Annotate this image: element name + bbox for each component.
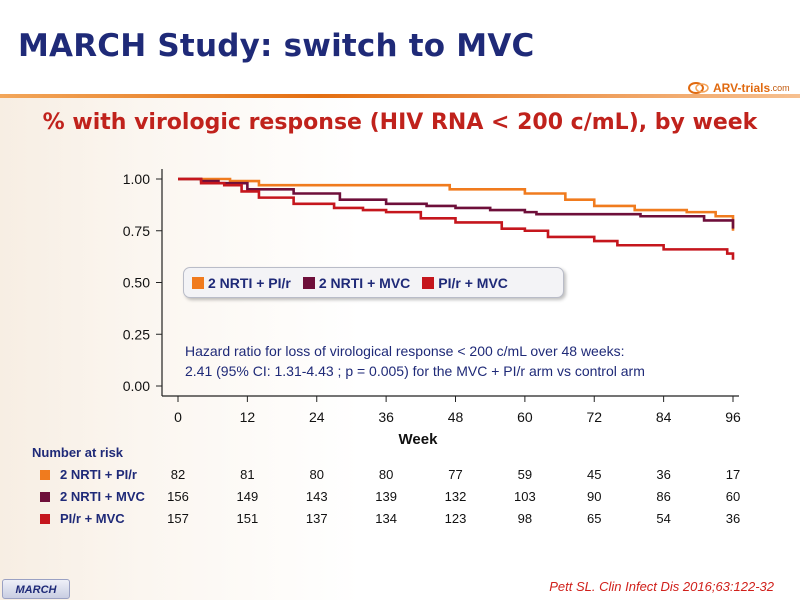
series-line-pir: [178, 177, 735, 231]
x-tick-label: 72: [586, 409, 602, 425]
hazard-ratio-line-2: 2.41 (95% CI: 1.31-4.43 ; p = 0.005) for…: [185, 363, 645, 379]
legend-item-pir-mvc: PI/r + MVC: [422, 275, 508, 291]
logo-brand: ARV-trials: [713, 81, 771, 95]
risk-count: 98: [517, 511, 533, 526]
y-tick-label: 1.00: [123, 171, 150, 187]
y-tick-label: 0.25: [123, 326, 150, 342]
risk-count: 60: [725, 489, 741, 504]
x-tick-label: 96: [725, 409, 741, 425]
risk-count: 59: [517, 467, 533, 482]
legend-label-pir-mvc: PI/r + MVC: [438, 274, 508, 291]
chart-series: [178, 177, 735, 260]
risk-count: 82: [170, 467, 186, 482]
risk-count: 17: [725, 467, 741, 482]
citation: Pett SL. Clin Infect Dis 2016;63:122-32: [549, 579, 774, 594]
x-tick-label: 24: [309, 409, 325, 425]
risk-count: 90: [587, 489, 602, 504]
slide-title: MARCH Study: switch to MVC: [18, 28, 535, 64]
risk-row-label: PI/r + MVC: [60, 511, 125, 526]
risk-row-swatch: [40, 470, 50, 480]
risk-count: 36: [656, 467, 671, 482]
risk-row-pir-mvc: PI/r + MVC 157 151 137 134 123 98 65 54 36: [40, 511, 800, 529]
legend-label-pir: 2 NRTI + PI/r: [208, 274, 291, 291]
x-tick-label: 48: [448, 409, 464, 425]
risk-count: 156: [167, 489, 189, 504]
march-tab: MARCH: [2, 579, 70, 599]
risk-count: 123: [444, 511, 467, 526]
x-tick-label: 12: [240, 409, 256, 425]
hazard-ratio-note: Hazard ratio for loss of virological res…: [185, 341, 645, 381]
legend-item-mvc: 2 NRTI + MVC: [302, 274, 411, 291]
hazard-ratio-line-1: Hazard ratio for loss of virological res…: [185, 343, 625, 359]
risk-count: 137: [305, 511, 328, 526]
survival-chart: 1.00 0.75 0.50 0.25 0.00 0 12 24 36 48 60 72 84 96 We…: [123, 169, 741, 448]
legend: 2 NRTI + PI/r 2 NRTI + MVC PI/r + MVC: [183, 267, 564, 298]
x-tick-label: 0: [174, 409, 182, 425]
risk-count: 36: [725, 511, 741, 526]
risk-row-label: 2 NRTI + PI/r: [60, 467, 137, 482]
risk-count: 151: [236, 511, 259, 526]
risk-count: 45: [587, 467, 602, 482]
risk-count: 80: [309, 467, 324, 482]
risk-count: 132: [444, 489, 467, 504]
risk-table-title: Number at risk: [32, 445, 124, 460]
risk-row-mvc: 2 NRTI + MVC 156 149 143 139 132 103 90 86 60: [40, 489, 800, 507]
risk-count: 139: [375, 489, 397, 504]
legend-swatch-pir-mvc: [422, 276, 435, 289]
x-tick-label: 36: [378, 409, 394, 425]
x-axis-label: Week: [399, 431, 439, 448]
risk-count: 54: [656, 511, 671, 526]
slide-background: [0, 95, 800, 600]
title-divider: [0, 94, 800, 98]
chart-title: % with virologic response (HIV RNA < 200…: [42, 110, 758, 135]
risk-count: 65: [587, 511, 602, 526]
chart-axes: 1.00 0.75 0.50 0.25 0.00 0 12 24 36 48 60 72 84 96: [123, 169, 741, 425]
legend-item-pir: 2 NRTI + PI/r: [192, 275, 291, 291]
risk-count: 80: [378, 467, 394, 482]
series-line-pir-mvc: [178, 177, 735, 260]
risk-row-label: 2 NRTI + MVC: [60, 489, 145, 504]
legend-label-mvc: 2 NRTI + MVC: [318, 274, 411, 291]
arv-trials-logo: ARV-trials .com: [688, 78, 790, 98]
y-tick-label: 0.00: [123, 378, 150, 394]
risk-row-swatch: [40, 514, 50, 524]
legend-swatch-mvc: [302, 276, 315, 289]
logo-swirl-icon: [688, 82, 709, 94]
risk-row-swatch: [40, 492, 50, 502]
risk-count: 157: [167, 511, 189, 526]
y-tick-label: 0.75: [123, 223, 150, 239]
x-tick-label: 84: [656, 409, 672, 425]
risk-count: 81: [240, 467, 255, 482]
risk-count: 143: [305, 489, 328, 504]
risk-count: 134: [375, 511, 397, 526]
risk-count: 149: [236, 489, 259, 504]
series-line-mvc: [178, 177, 735, 229]
y-tick-label: 0.50: [123, 275, 150, 291]
risk-count: 103: [514, 489, 536, 504]
risk-count: 77: [448, 467, 463, 482]
logo-domain: .com: [770, 83, 790, 93]
x-tick-label: 60: [517, 409, 533, 425]
legend-swatch-pir: [192, 276, 204, 289]
risk-row-pir: 2 NRTI + PI/r 82 81 80 80 77 59 45 36 17: [40, 467, 800, 485]
risk-count: 86: [656, 489, 671, 504]
